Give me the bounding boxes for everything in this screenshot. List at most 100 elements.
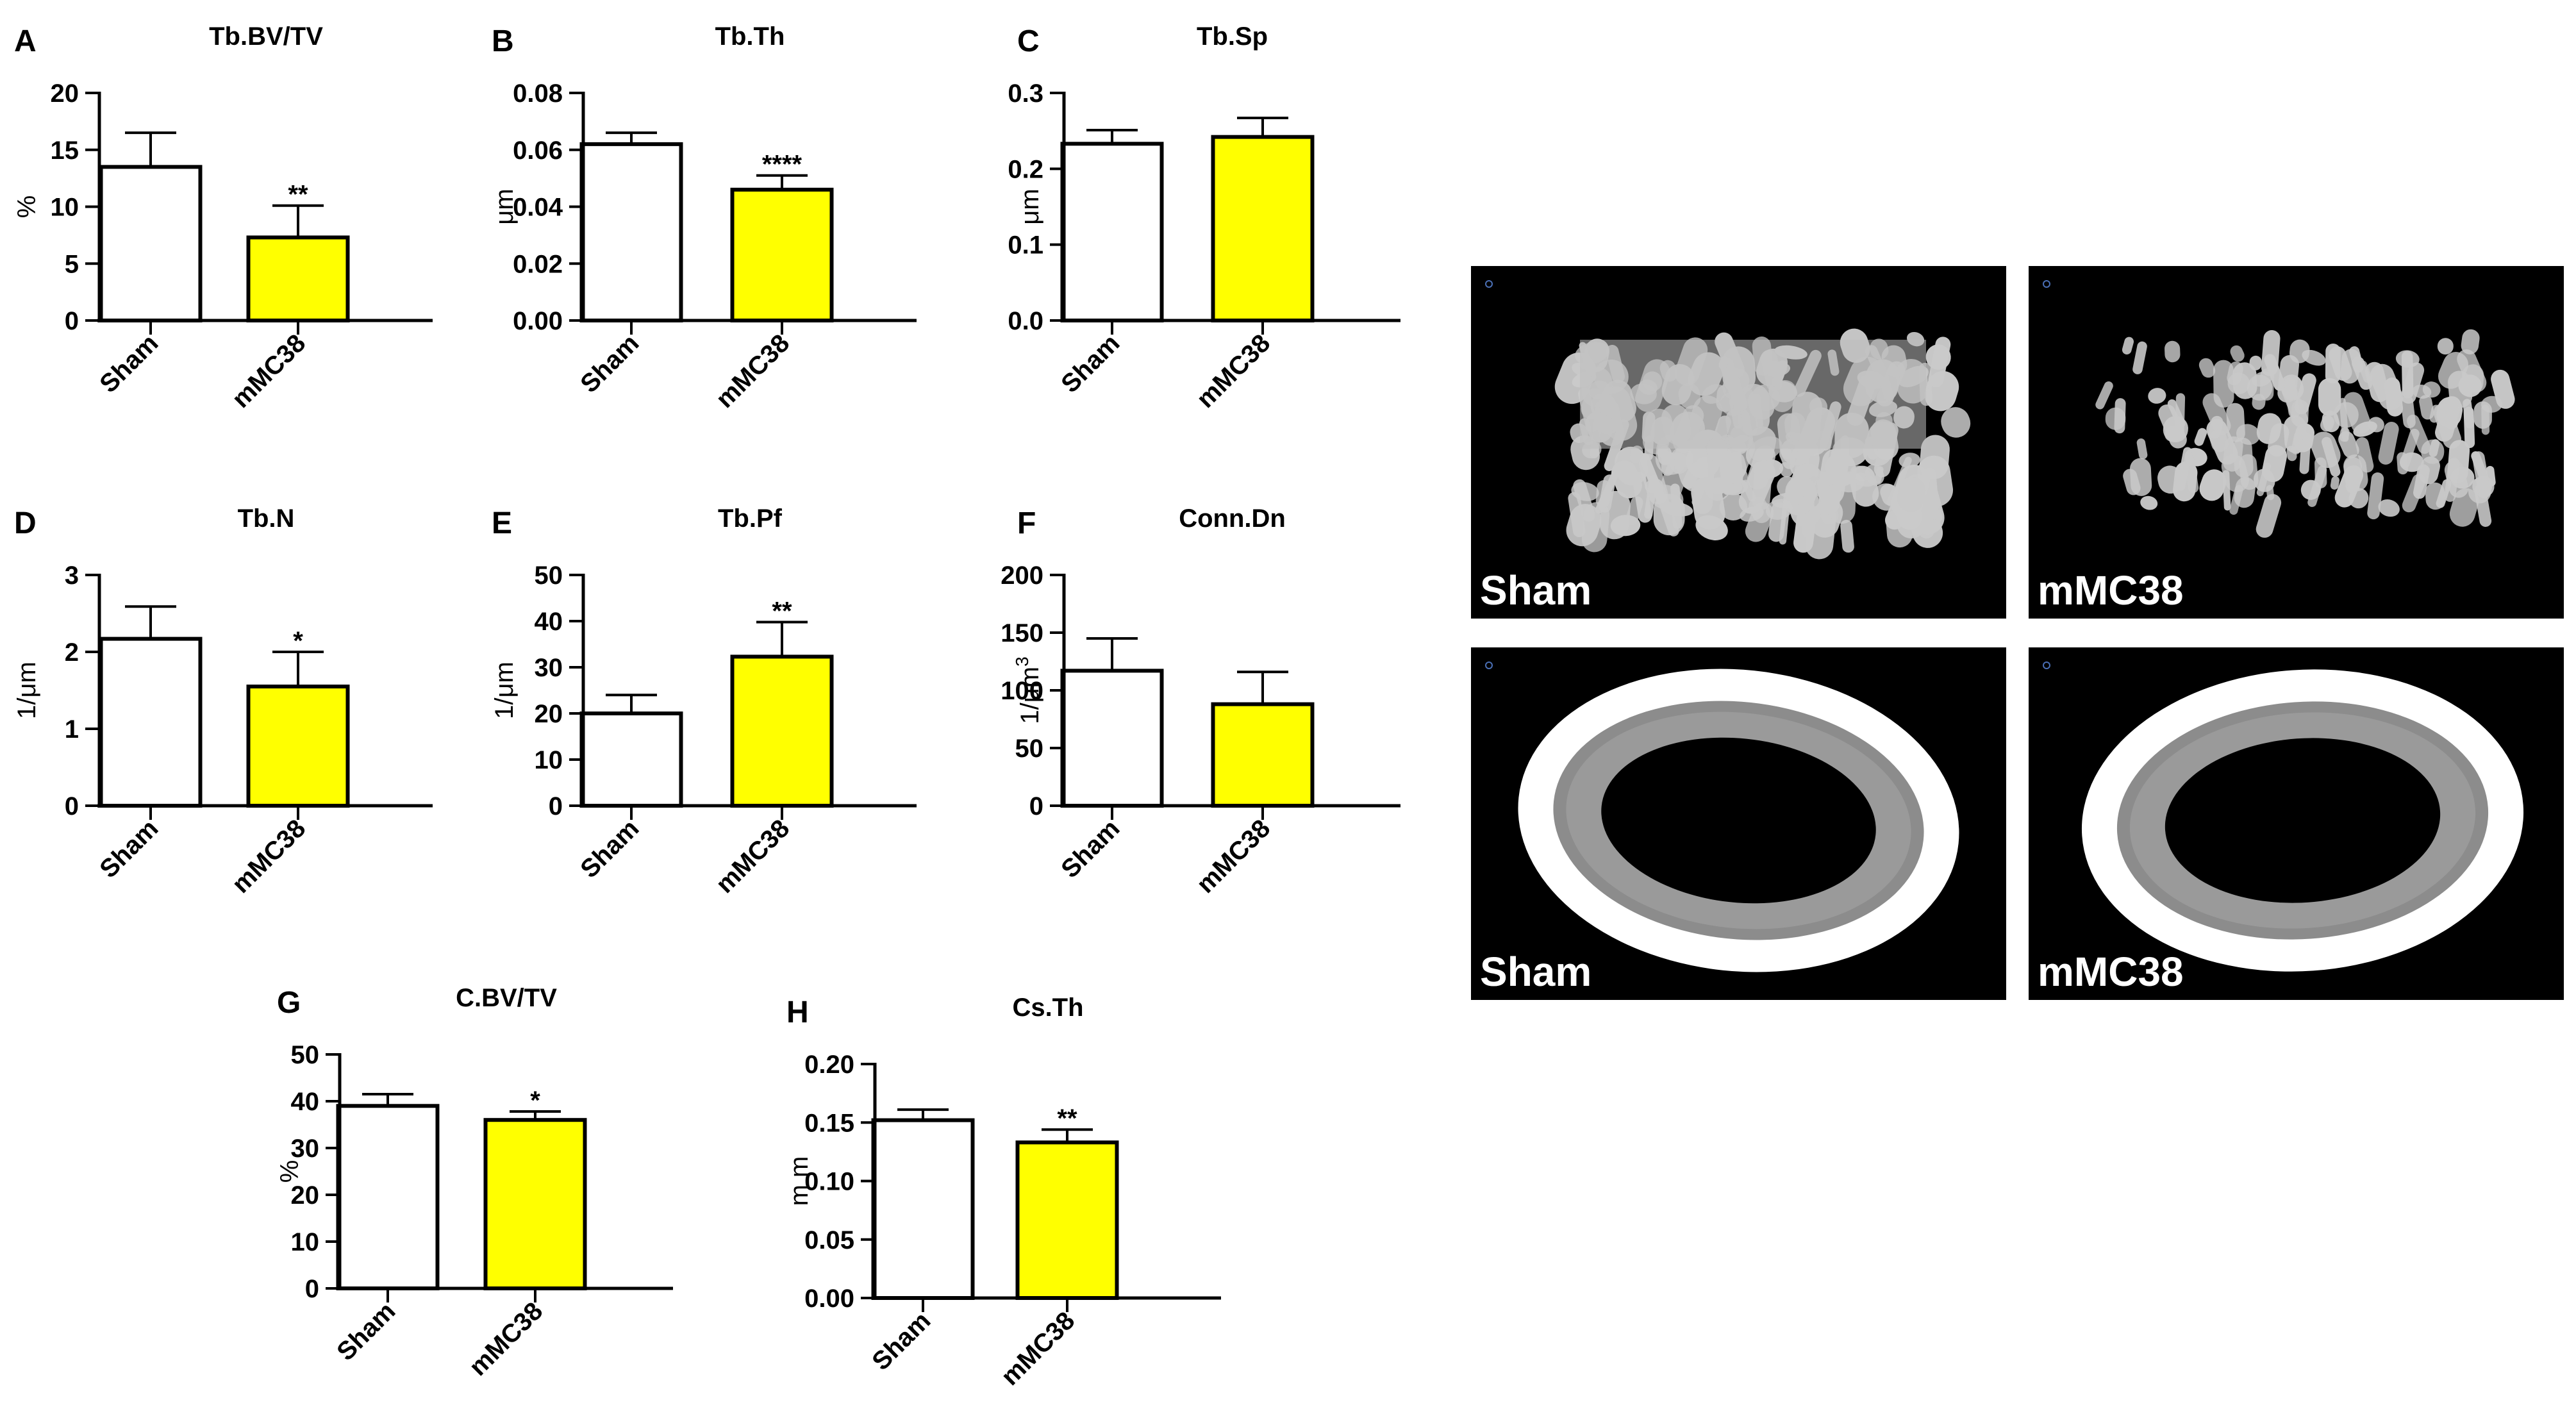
y-tick-label: 0.1 <box>1008 231 1043 260</box>
trabecula <box>2400 395 2416 429</box>
y-axis-label-text: m m <box>785 1156 813 1206</box>
x-tick-label: Sham <box>94 329 163 398</box>
y-axis-label: % <box>13 196 41 219</box>
y-tick-label: 20 <box>291 1181 320 1210</box>
x-tick-label: mMC38 <box>227 814 312 899</box>
trabecula <box>1629 445 1643 463</box>
y-tick-label: 0.00 <box>513 307 563 335</box>
trabecula <box>2422 381 2441 398</box>
y-axis-label-text: 1/μm <box>490 662 519 719</box>
x-tick-label: Sham <box>575 814 644 883</box>
bar-mmc38 <box>246 235 350 322</box>
y-tick-label: 0 <box>65 792 79 820</box>
trabecula <box>1865 464 1884 486</box>
panel-letter: H <box>786 995 809 1029</box>
bar-mmc38 <box>1015 1140 1119 1301</box>
trabecula <box>2266 485 2275 501</box>
bar-sham <box>336 1104 440 1291</box>
bar-sham <box>579 712 683 808</box>
y-axis-label: 1/μm3 <box>1012 656 1044 724</box>
trabecula <box>2378 499 2400 517</box>
y-tick-label: 0.20 <box>804 1051 854 1079</box>
y-tick-label: 30 <box>291 1135 320 1163</box>
y-tick-label: 30 <box>535 654 563 682</box>
y-tick-label: 2 <box>65 638 79 667</box>
trabecula <box>2443 415 2458 429</box>
microct-image-cortical-mmc38: mMC38 <box>2029 647 2564 1000</box>
y-tick-label: 0.04 <box>513 194 563 222</box>
trabecular-plate <box>1580 340 1926 449</box>
trabecula <box>2262 445 2288 483</box>
x-tick-label: Sham <box>1056 329 1125 398</box>
trabecula <box>2132 341 2147 374</box>
trabecula <box>2320 415 2334 432</box>
trabecula <box>2413 464 2430 499</box>
x-tick-label: Sham <box>1056 814 1125 883</box>
y-tick-label: 0.3 <box>1008 79 1043 108</box>
bar-sham <box>99 637 203 808</box>
y-tick-label: 0 <box>305 1275 319 1303</box>
trabecula <box>2400 428 2420 469</box>
scanner-logo-icon <box>2043 662 2050 669</box>
y-tick-label: 100 <box>1001 677 1043 705</box>
y-tick-label: 0 <box>65 307 79 335</box>
y-tick-label: 50 <box>535 562 563 590</box>
y-tick-label: 0.15 <box>804 1109 854 1137</box>
trabecula <box>1741 479 1756 502</box>
trabecula <box>2230 345 2245 362</box>
trabecula <box>2339 427 2350 442</box>
image-label: Sham <box>1480 567 1591 613</box>
trabecula <box>1924 370 1959 412</box>
x-tick-label: Sham <box>331 1297 401 1366</box>
panel-letter: G <box>277 986 301 1020</box>
trabecula <box>2448 370 2473 408</box>
panel-letter: E <box>492 506 512 540</box>
trabecula <box>1925 344 1951 370</box>
bar-mmc38 <box>1211 135 1315 322</box>
y-axis-label-text: μm <box>490 188 519 224</box>
chart-title: Tb.BV/TV <box>209 22 323 51</box>
chart-title: Tb.Pf <box>718 504 783 533</box>
trabecular-bone-structure <box>1554 328 1971 560</box>
x-tick-label: mMC38 <box>227 329 312 413</box>
trabecula <box>2437 338 2454 355</box>
chart-panel-h: H Cs.Th Sham ** mMC38 0.00 0.05 0.10 0.15 0.20 m m <box>785 994 1221 1391</box>
trabecula <box>2343 454 2368 492</box>
bar-sham <box>99 165 203 322</box>
panel-letter: B <box>492 24 514 58</box>
y-tick-label: 0.0 <box>1008 307 1043 335</box>
y-tick-label: 0 <box>1029 792 1043 820</box>
trabecula <box>1661 451 1675 476</box>
trabecula <box>2194 428 2207 446</box>
trabecula <box>2419 395 2434 420</box>
bar-mmc38 <box>730 187 834 322</box>
trabecula <box>1611 460 1642 499</box>
y-axis-label: μm <box>490 188 519 224</box>
trabecula <box>1840 519 1854 553</box>
y-tick-label: 10 <box>51 194 79 222</box>
x-tick-label: Sham <box>575 329 644 398</box>
x-tick-label: Sham <box>94 814 163 883</box>
trabecula <box>2378 422 2399 465</box>
trabecula <box>2425 482 2445 510</box>
chart-title: Conn.Dn <box>1179 504 1286 533</box>
image-label: Sham <box>1480 949 1591 995</box>
significance-marker: * <box>293 627 303 655</box>
y-tick-label: 150 <box>1001 619 1043 647</box>
trabecula <box>1899 453 1920 468</box>
trabecula <box>1704 456 1736 501</box>
trabecula <box>2163 415 2189 443</box>
y-tick-label: 5 <box>65 250 79 278</box>
y-axis-label: μm <box>1016 188 1044 224</box>
trabecula <box>2229 485 2243 515</box>
y-tick-label: 0.06 <box>513 137 563 165</box>
bar-mmc38 <box>730 654 834 808</box>
y-tick-label: 200 <box>1001 562 1043 590</box>
significance-marker: ** <box>288 181 308 209</box>
y-tick-label: 0.05 <box>804 1226 854 1254</box>
trabecula <box>2491 369 2515 409</box>
trabecula <box>2173 461 2198 502</box>
bar-sham <box>1060 669 1164 808</box>
chart-title: Tb.Th <box>715 22 785 51</box>
significance-marker: **** <box>762 151 802 179</box>
